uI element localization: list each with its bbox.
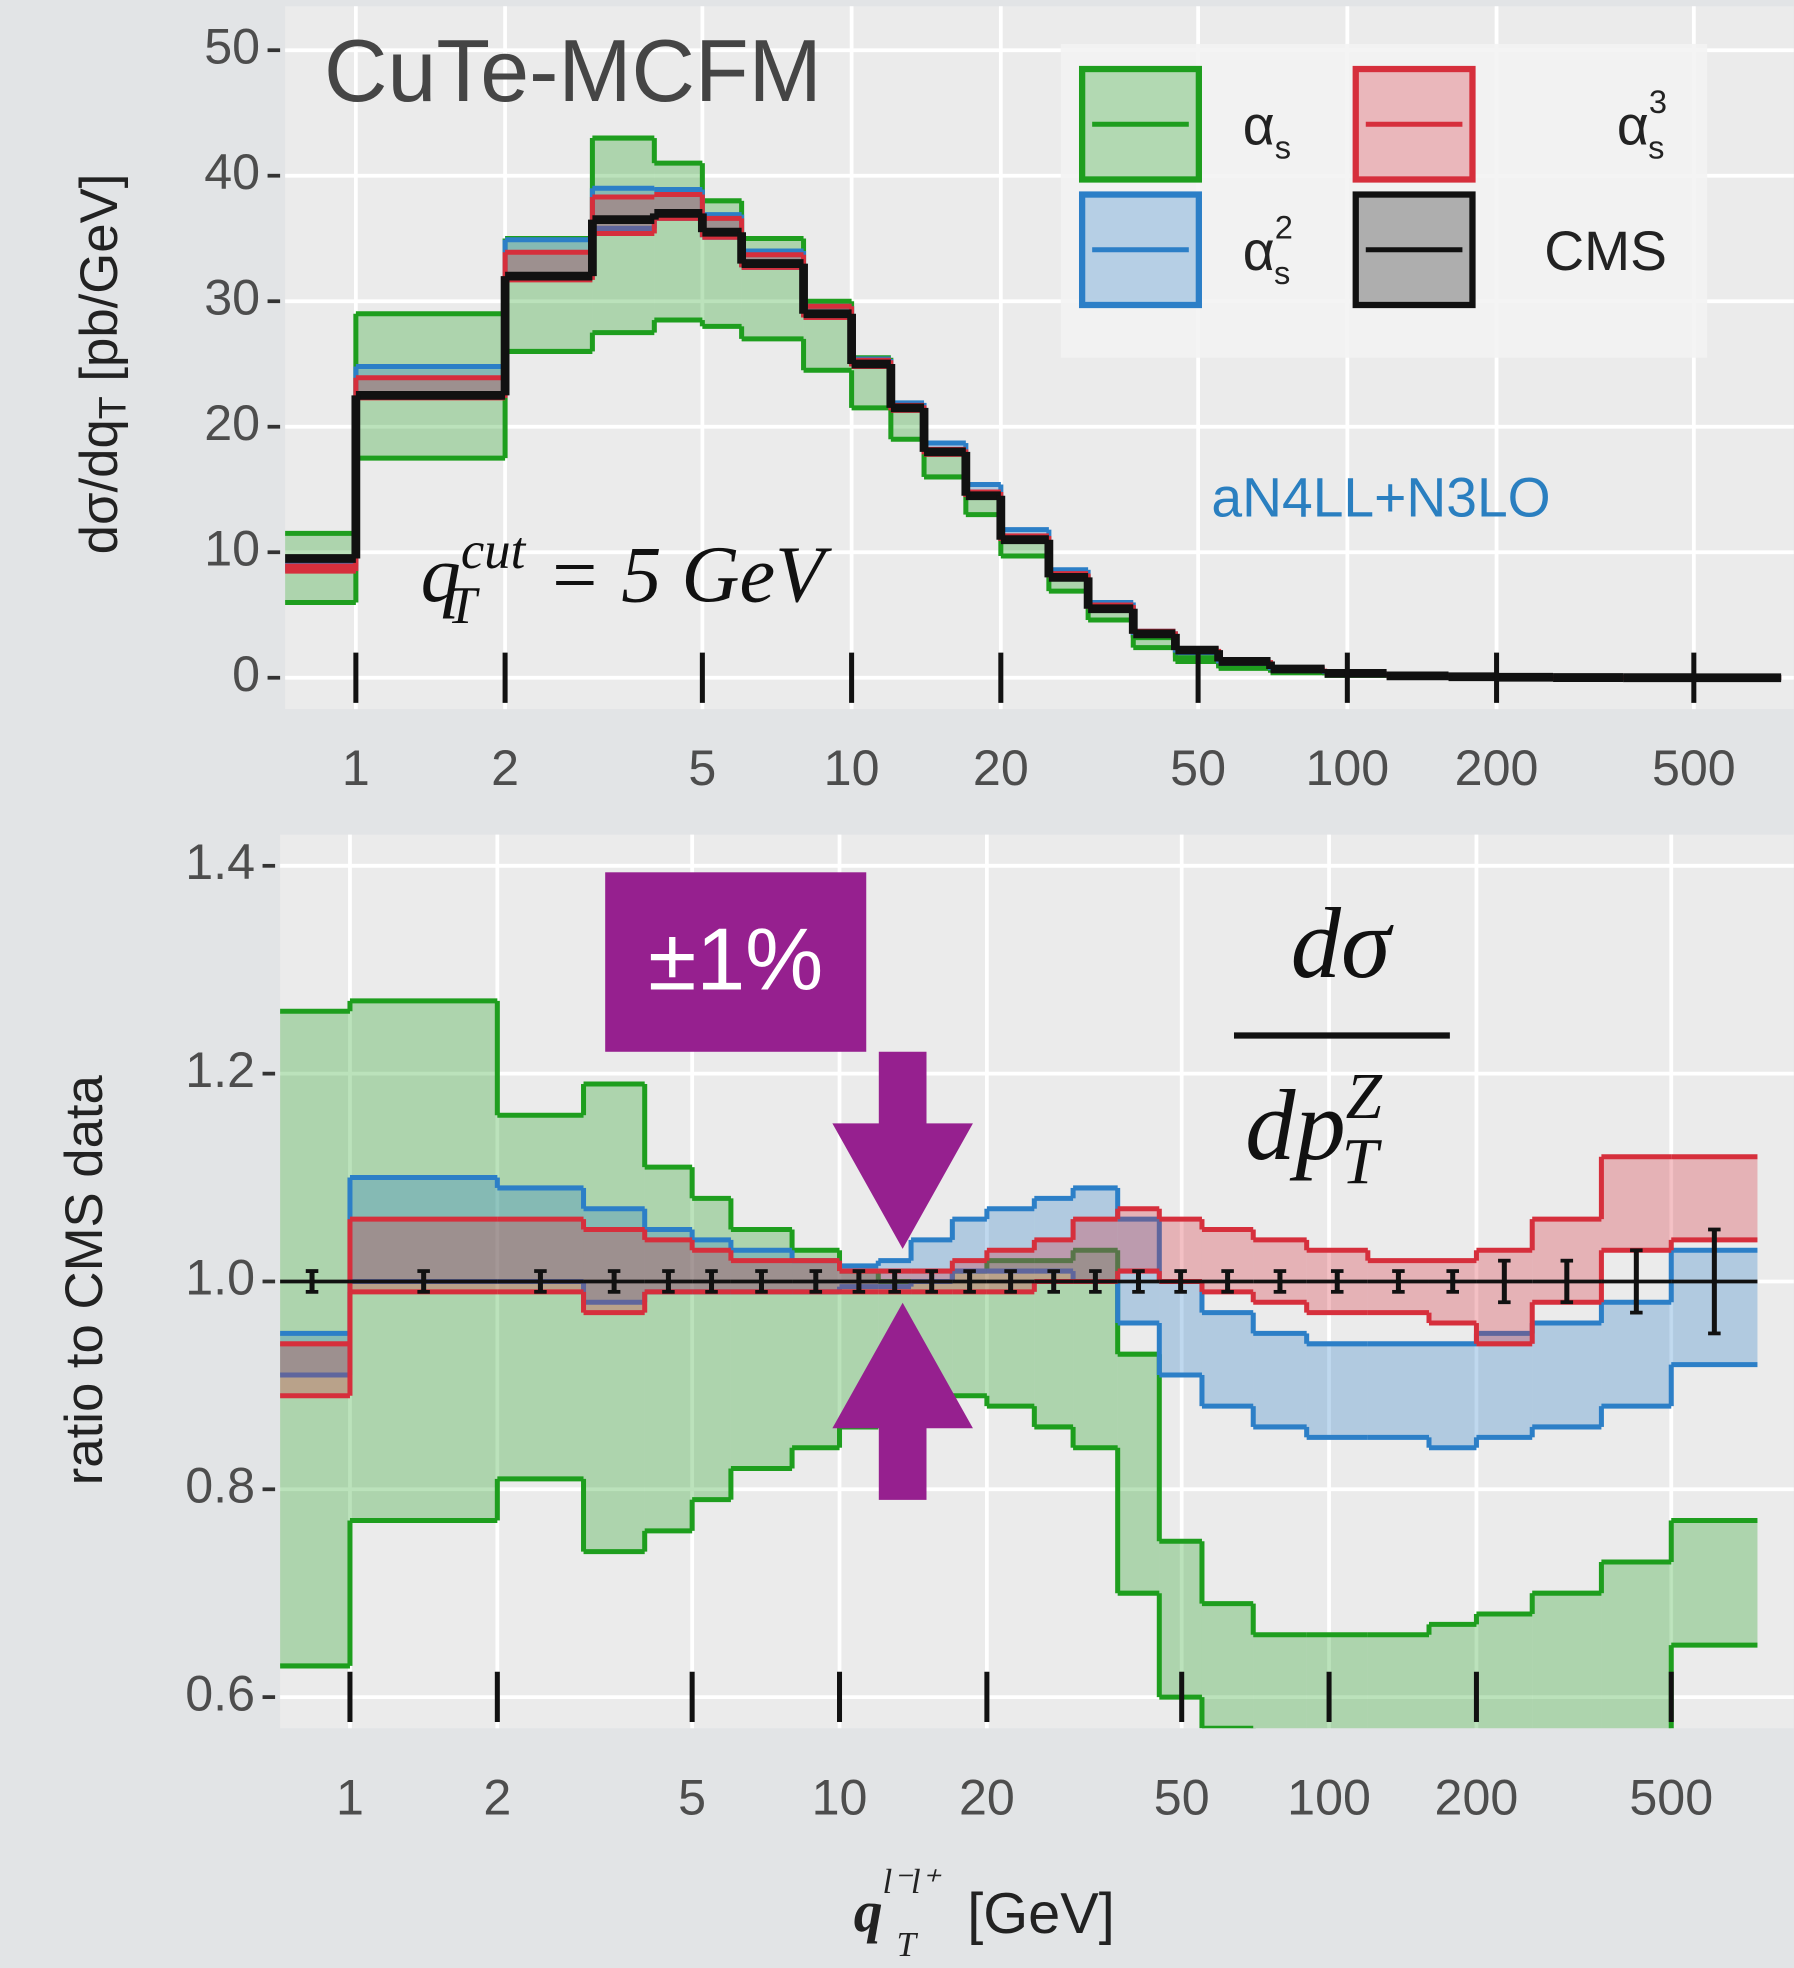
x-tick-label: 2 xyxy=(491,740,519,796)
y-tick-label: 0.6 xyxy=(185,1665,255,1721)
y-tick-label: 1.2 xyxy=(185,1042,255,1098)
x-tick-label: 20 xyxy=(959,1769,1015,1825)
x-tick-label: 200 xyxy=(1455,740,1539,796)
x-tick-label: 2 xyxy=(483,1769,511,1825)
cut-sup: cut xyxy=(461,522,527,580)
band xyxy=(654,163,702,320)
legend-name-sub: s xyxy=(1274,253,1290,290)
y-tick-label: 10 xyxy=(204,521,260,577)
legend-label: CMS xyxy=(1544,219,1667,281)
figure: 0 10 20 30 40 50 1 2 5 10 20 50 100 200 500 0.6 0.8 1.0 1.… xyxy=(0,0,1794,1968)
page: 0 10 20 30 40 50 1 2 5 10 20 50 100 200 500 0.6 0.8 1.0 1.… xyxy=(0,0,1794,1968)
x-tick-label: 5 xyxy=(678,1769,706,1825)
x-tick-label: 500 xyxy=(1652,740,1736,796)
x-tick-label: 10 xyxy=(824,740,880,796)
fraction-den-base: dp xyxy=(1245,1070,1345,1181)
x-tick-label: 1 xyxy=(336,1769,364,1825)
fraction-den-sub: T xyxy=(1342,1126,1383,1198)
fraction-den-sup: Z xyxy=(1346,1061,1383,1133)
band xyxy=(1202,1604,1253,1729)
band xyxy=(274,1344,350,1396)
band xyxy=(1601,1562,1671,1749)
legend-name: α xyxy=(1243,94,1275,156)
y-axis-title-part: [pb/GeV] xyxy=(70,174,129,397)
band xyxy=(1671,1157,1757,1240)
y-tick-label: 0.8 xyxy=(185,1458,255,1514)
y-tick-label: 50 xyxy=(204,18,260,74)
band xyxy=(1368,1344,1429,1438)
fraction-numerator: dσ xyxy=(1291,888,1394,999)
x-tick-label: 20 xyxy=(973,740,1029,796)
cut-sub: T xyxy=(447,577,480,635)
band xyxy=(1159,1281,1202,1375)
x-tick-label: 200 xyxy=(1435,1769,1519,1825)
x-tick-label: 100 xyxy=(1305,740,1389,796)
y-tick-label: 1.4 xyxy=(185,834,255,890)
x-tick-label: 100 xyxy=(1287,1769,1371,1825)
x-tick-label: 1 xyxy=(342,740,370,796)
band xyxy=(497,1115,583,1479)
cut-rest: = 5 GeV xyxy=(527,531,832,620)
y-tick-label: 20 xyxy=(204,395,260,451)
y-axis-title-part: dσ/dq xyxy=(70,419,129,554)
x-axis-title-sup: l⁻l⁺ xyxy=(883,1862,942,1901)
y-tick-label: 0 xyxy=(232,646,260,702)
band xyxy=(1202,1313,1253,1407)
y-axis-title: dσ/dqT [pb/GeV] xyxy=(70,174,134,555)
x-tick-label: 10 xyxy=(812,1769,868,1825)
y-axis-title: ratio to CMS data xyxy=(55,1074,114,1485)
x-axis-title-rest: [GeV] xyxy=(951,1882,1115,1946)
legend-name-sub: s xyxy=(1648,128,1664,165)
band xyxy=(1253,1333,1306,1427)
legend-name-sub: s xyxy=(1275,128,1291,165)
y-tick-label: 1.0 xyxy=(185,1250,255,1306)
legend-name-sup: 2 xyxy=(1275,208,1293,245)
band xyxy=(1476,1333,1532,1437)
band xyxy=(1601,1157,1671,1251)
x-tick-label: 5 xyxy=(688,740,716,796)
band xyxy=(1118,1354,1160,1593)
order-label: aN4LL+N3LO xyxy=(1211,467,1550,529)
x-tick-label: 50 xyxy=(1170,740,1226,796)
x-axis-title-sub: T xyxy=(896,1925,918,1964)
y-tick-label: 30 xyxy=(204,269,260,325)
x-axis-title-base: q xyxy=(854,1881,883,1944)
y-axis-title-sub: T xyxy=(92,396,134,419)
band xyxy=(1532,1323,1601,1427)
band xyxy=(1118,1209,1160,1271)
chart-label: CuTe-MCFM xyxy=(324,21,822,120)
legend-name-sup: 3 xyxy=(1649,83,1667,120)
band xyxy=(584,1084,645,1552)
band xyxy=(1671,1520,1757,1645)
legend-name: CMS xyxy=(1544,219,1667,281)
x-tick-label: 50 xyxy=(1154,1769,1210,1825)
legend-name: α xyxy=(1243,219,1275,281)
band xyxy=(1307,1344,1368,1438)
legend-name: α xyxy=(1617,94,1649,156)
x-tick-label: 500 xyxy=(1629,1769,1713,1825)
y-tick-label: 40 xyxy=(204,144,260,200)
band xyxy=(645,1167,692,1531)
band xyxy=(1429,1344,1476,1448)
annotation-label: ±1% xyxy=(648,910,823,1009)
band xyxy=(1601,1302,1671,1406)
